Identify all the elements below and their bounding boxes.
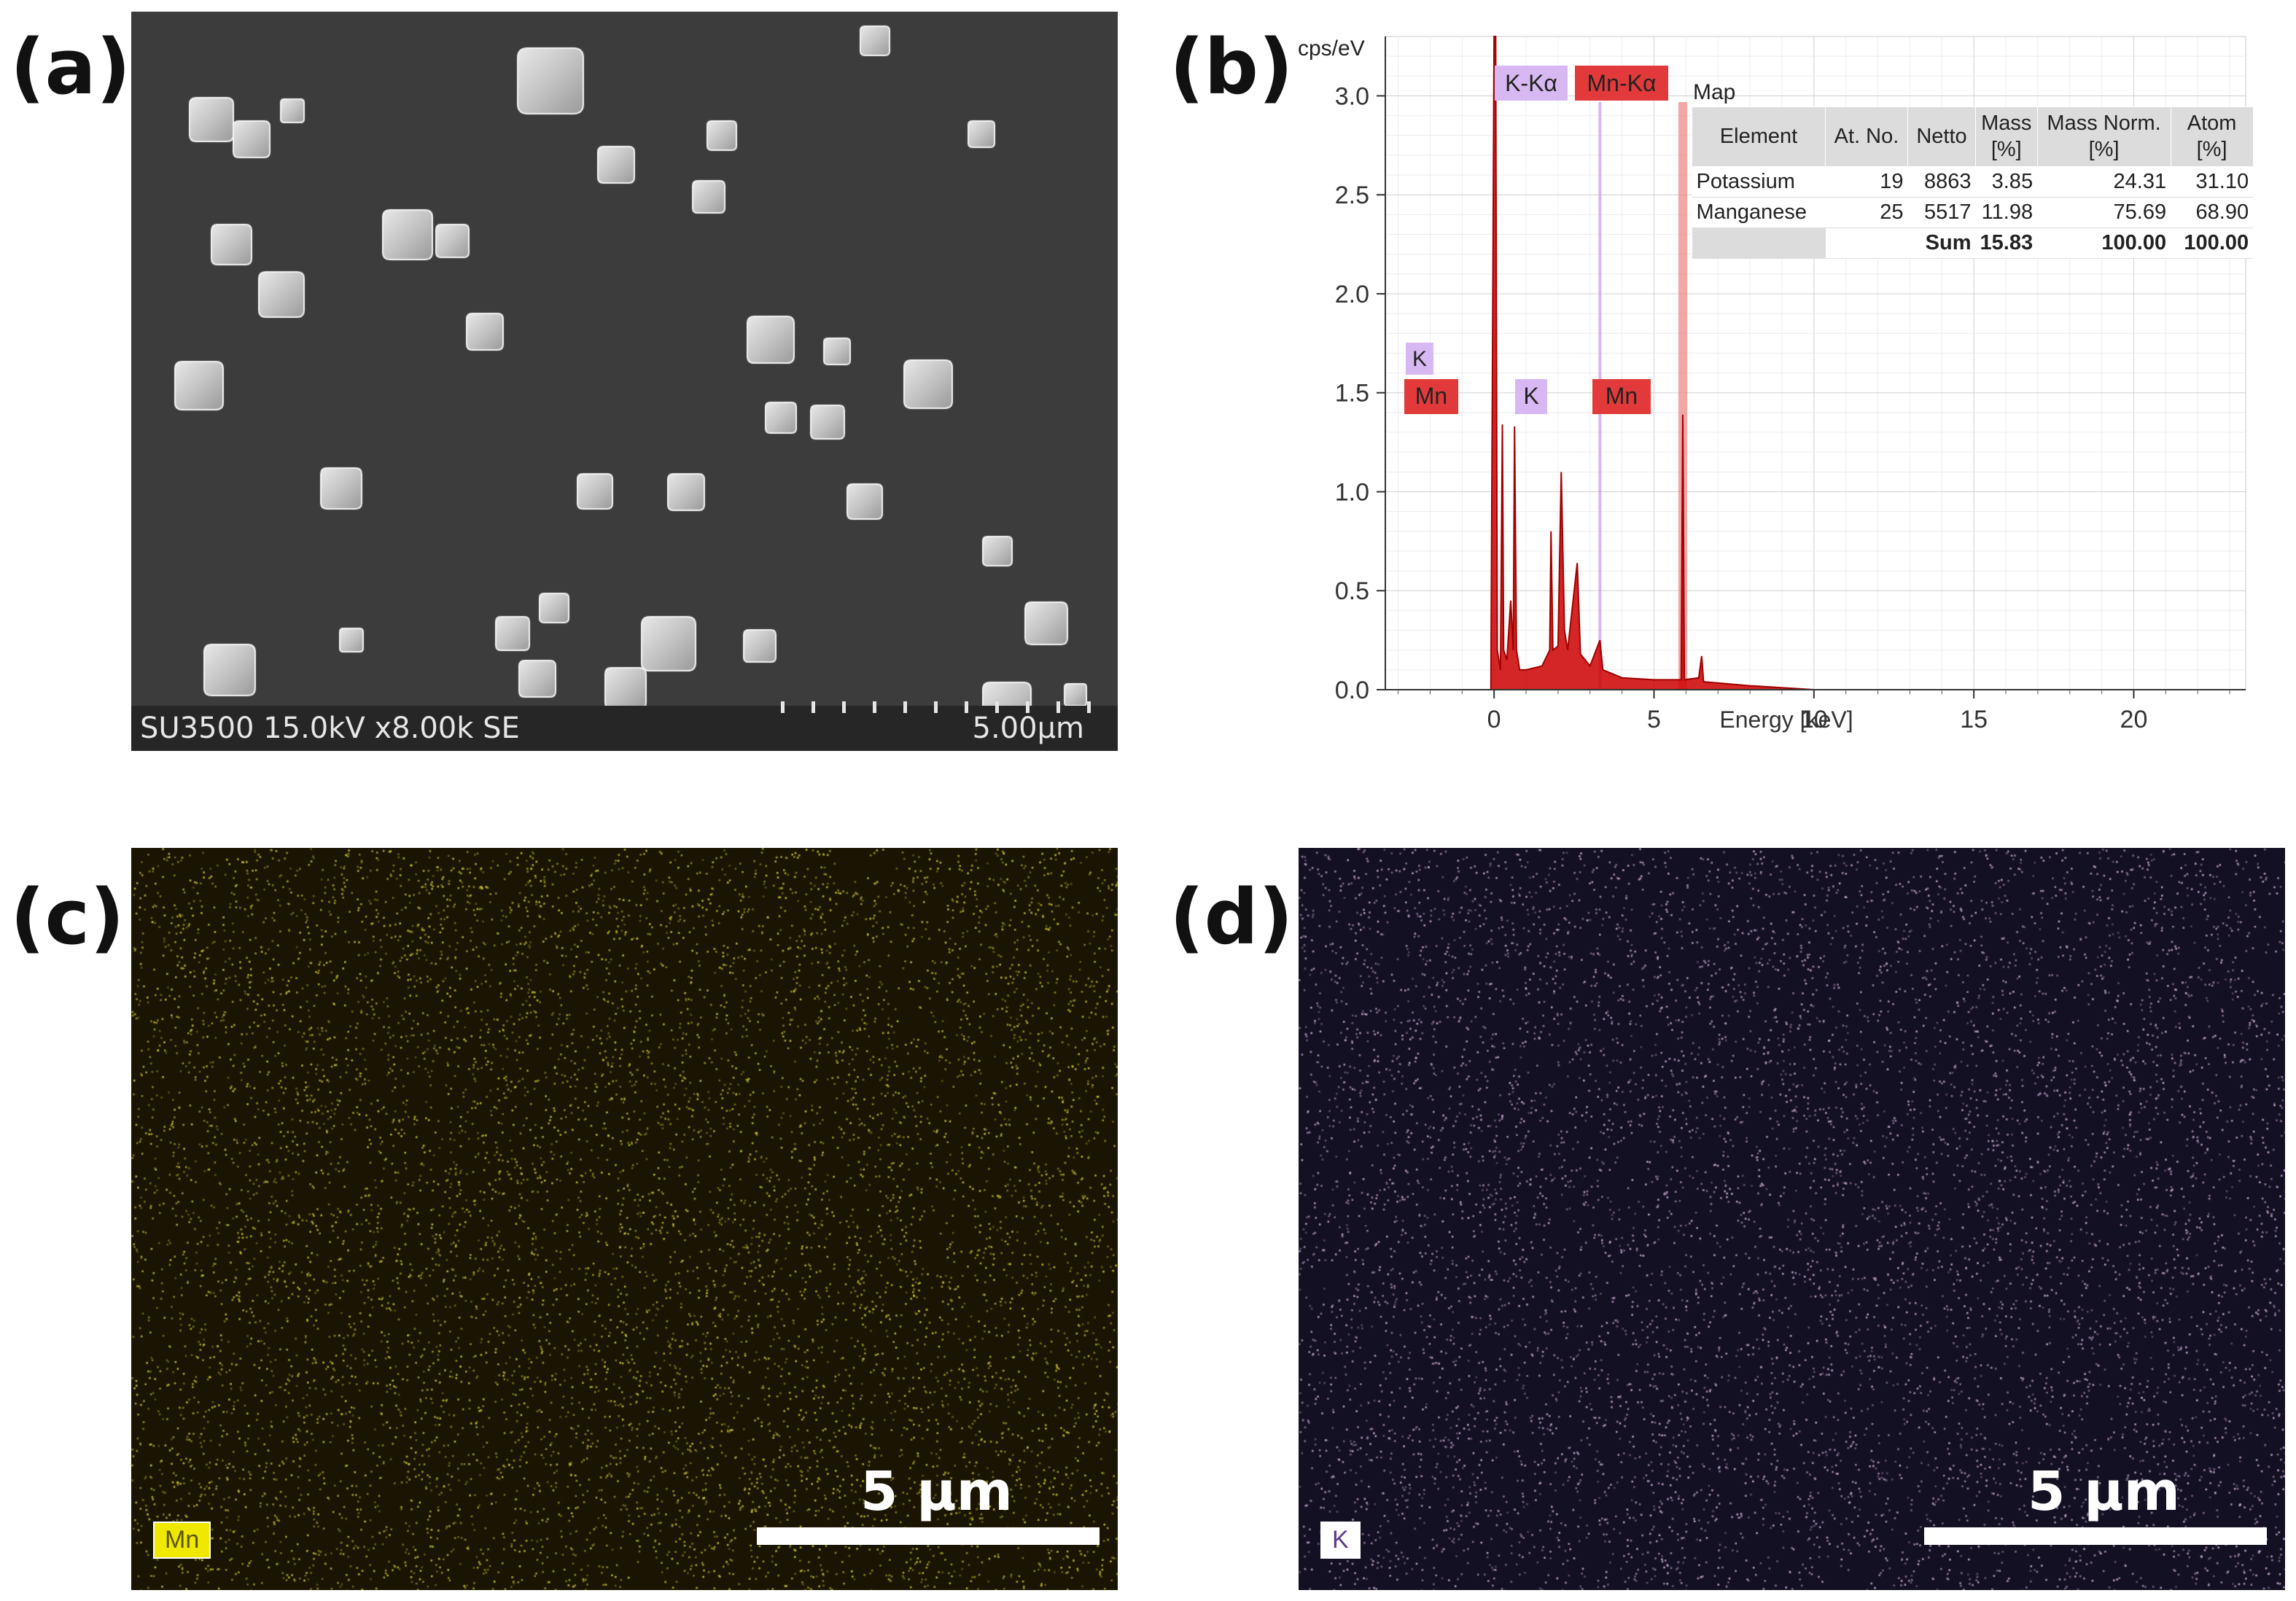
chart-ticks: 0 5 10 15 20 0.0 0.5 1.0 1.5 2.0 2.5 3.0 bbox=[1335, 82, 2230, 733]
tag-k-alpha-text: K-Kα bbox=[1505, 70, 1557, 96]
k-badge: K bbox=[1320, 1522, 1361, 1559]
cell: 15.83 bbox=[1975, 227, 2038, 259]
k-scale-bar bbox=[1924, 1527, 2267, 1545]
sem-scale-bar bbox=[781, 701, 1093, 713]
col-netto: Netto bbox=[1907, 106, 1976, 167]
tag-k-mid: K bbox=[1515, 379, 1547, 414]
spectrum-line bbox=[1490, 36, 2230, 690]
quantification-table-wrap: Element At. No. Netto Mass [%] Mass Norm… bbox=[1692, 106, 2254, 259]
mn-element-map: 5 μm Mn bbox=[131, 848, 1118, 1590]
tag-mn-alpha: Mn-Kα bbox=[1575, 66, 1668, 101]
cell: 19 bbox=[1825, 166, 1908, 198]
cell: 8863 bbox=[1907, 166, 1976, 198]
panel-label-a: (a) bbox=[10, 23, 131, 112]
cell bbox=[1825, 227, 1908, 259]
table-sum-row: Sum 15.83 100.00 100.00 bbox=[1692, 227, 2254, 259]
col-mass-norm: Mass Norm. [%] bbox=[2036, 106, 2171, 167]
tag-k-upper: K bbox=[1406, 343, 1433, 375]
y-tick-label: 2.0 bbox=[1335, 281, 1369, 308]
y-tick-label: 1.0 bbox=[1335, 478, 1369, 506]
tag-mn-mid: Mn bbox=[1592, 379, 1651, 414]
mn-badge: Mn bbox=[153, 1522, 211, 1559]
quantification-table: Element At. No. Netto Mass [%] Mass Norm… bbox=[1692, 106, 2254, 259]
cell: 3.85 bbox=[1975, 166, 2038, 198]
cell bbox=[1692, 227, 1826, 259]
y-tick-label: 3.0 bbox=[1335, 82, 1369, 110]
y-tick-label: 2.5 bbox=[1335, 182, 1369, 209]
cell: 100.00 bbox=[2171, 227, 2254, 259]
y-tick-label: 1.5 bbox=[1335, 380, 1369, 408]
sem-particles bbox=[131, 12, 1118, 751]
y-axis-label: cps/eV bbox=[1298, 36, 1365, 61]
x-axis-label: Energy [keV] bbox=[1719, 706, 1853, 733]
sem-scale-label: 5.00μm bbox=[972, 712, 1084, 745]
x-tick-label: 0 bbox=[1487, 706, 1501, 733]
col-atno: At. No. bbox=[1825, 106, 1908, 167]
cell: 11.98 bbox=[1975, 197, 2038, 228]
y-tick-label: 0.0 bbox=[1335, 677, 1369, 704]
table-header-row: Element At. No. Netto Mass [%] Mass Norm… bbox=[1692, 106, 2254, 167]
k-map-dots bbox=[1299, 848, 2285, 1590]
cell: 100.00 bbox=[2037, 227, 2171, 259]
cell: Sum bbox=[1907, 227, 1976, 259]
col-mass: Mass [%] bbox=[1975, 106, 2038, 167]
mn-scale-label: 5 μm bbox=[860, 1460, 1013, 1523]
tag-k-upper-text: K bbox=[1412, 347, 1427, 371]
mn-map-dots bbox=[131, 848, 1118, 1590]
panel-label-b: (b) bbox=[1170, 23, 1293, 112]
tag-k-mid-text: K bbox=[1523, 383, 1538, 409]
cell: 31.10 bbox=[2171, 166, 2254, 198]
x-tick-label: 20 bbox=[2120, 706, 2148, 733]
tag-k-alpha: K-Kα bbox=[1495, 66, 1568, 101]
tag-mn-mid-text: Mn bbox=[1606, 383, 1638, 409]
tag-mn-lower: Mn bbox=[1404, 379, 1458, 414]
eds-spectrum-panel: 0 5 10 15 20 0.0 0.5 1.0 1.5 2.0 2.5 3.0 cps/eV Ene… bbox=[1240, 29, 2289, 744]
cell: 24.31 bbox=[2037, 166, 2171, 198]
cell: Potassium bbox=[1692, 166, 1826, 198]
x-tick-label: 15 bbox=[1960, 706, 1988, 733]
table-row: Potassium 19 8863 3.85 24.31 31.10 bbox=[1692, 166, 2254, 198]
spectrum-series bbox=[1490, 36, 2230, 690]
chart-axes bbox=[1385, 36, 2246, 690]
k-element-map: 5 μm K bbox=[1299, 848, 2285, 1590]
cell: 25 bbox=[1825, 197, 1908, 228]
tag-mn-lower-text: Mn bbox=[1415, 383, 1447, 409]
panel-label-d: (d) bbox=[1170, 873, 1293, 962]
sem-image: SU3500 15.0kV x8.00k SE 5.00μm bbox=[131, 12, 1118, 751]
col-element: Element bbox=[1692, 106, 1826, 167]
x-tick-label: 5 bbox=[1647, 706, 1661, 733]
col-atom: Atom [%] bbox=[2170, 106, 2254, 167]
cell: 5517 bbox=[1907, 197, 1976, 228]
k-scale-label: 5 μm bbox=[2028, 1460, 2180, 1523]
x-tick-label: 10 bbox=[1800, 706, 1828, 733]
mn-scale-bar bbox=[757, 1527, 1100, 1545]
panel-label-c: (c) bbox=[10, 873, 125, 962]
cell: 75.69 bbox=[2037, 197, 2171, 228]
y-tick-label: 0.5 bbox=[1335, 577, 1369, 605]
table-row: Manganese 25 5517 11.98 75.69 68.90 bbox=[1692, 197, 2254, 228]
tag-mn-alpha-text: Mn-Kα bbox=[1587, 70, 1657, 96]
sem-instrument-info: SU3500 15.0kV x8.00k SE bbox=[140, 712, 520, 745]
sem-info-bar: SU3500 15.0kV x8.00k SE 5.00μm bbox=[131, 701, 1118, 751]
cell: Manganese bbox=[1692, 197, 1826, 228]
map-title: Map bbox=[1693, 80, 1735, 104]
cell: 68.90 bbox=[2171, 197, 2254, 228]
